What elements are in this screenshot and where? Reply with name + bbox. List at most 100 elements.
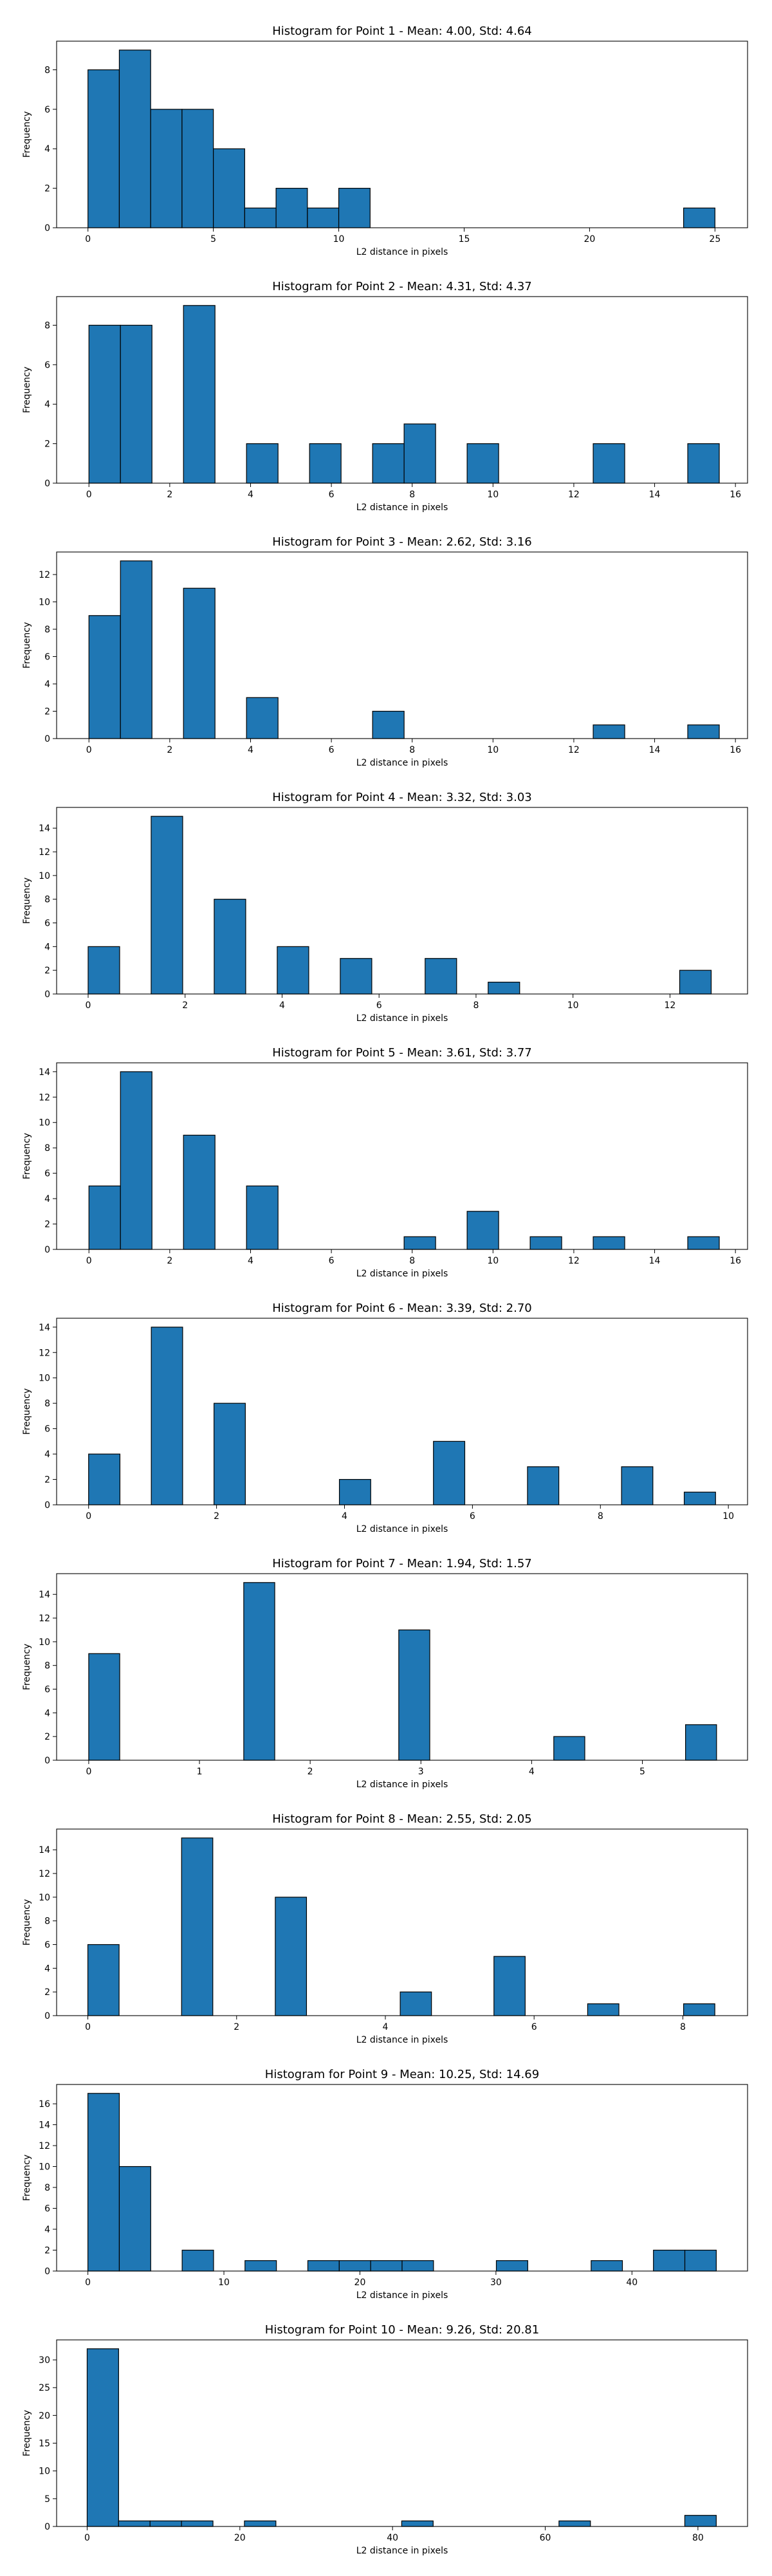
y-tick-label: 4: [44, 1194, 50, 1204]
histogram-bar: [495, 2260, 528, 2272]
y-axis-label: Frequency: [22, 1899, 32, 1946]
x-tick-label: 4: [248, 745, 253, 755]
histogram-bar: [433, 1440, 466, 1505]
histogram-bar: [87, 1944, 120, 2016]
x-tick-label: 4: [342, 1511, 347, 1522]
y-tick-label: 10: [39, 2467, 50, 2477]
histogram-bar: [687, 443, 720, 484]
x-tick-label: 2: [167, 745, 172, 755]
histogram-bar: [120, 324, 152, 484]
y-tick-label: 0: [44, 2267, 50, 2277]
y-tick-label: 2: [44, 2246, 50, 2256]
histogram-bar: [683, 1491, 716, 1505]
x-tick-label: 2: [167, 1256, 172, 1266]
chart-title: Histogram for Point 6 - Mean: 3.39, Std:…: [272, 1302, 532, 1315]
y-axis-label: Frequency: [22, 1644, 32, 1690]
histogram-bar: [403, 1236, 436, 1250]
y-tick-label: 2: [44, 1987, 50, 1998]
histogram-panel-2: Histogram for Point 2 - Mean: 4.31, Std:…: [22, 280, 748, 513]
y-tick-label: 14: [39, 1845, 50, 1855]
x-tick-label: 12: [664, 1000, 676, 1011]
x-tick-label: 15: [459, 234, 470, 244]
x-tick-label: 1: [197, 1767, 203, 1777]
chart-title: Histogram for Point 9 - Mean: 10.25, Std…: [265, 2068, 539, 2081]
y-tick-label: 10: [39, 871, 50, 881]
histogram-bar: [687, 724, 720, 739]
histogram-bar: [88, 1185, 121, 1250]
x-tick-label: 10: [487, 745, 499, 755]
chart-title: Histogram for Point 3 - Mean: 2.62, Std:…: [272, 535, 532, 549]
x-axis-label: L2 distance in pixels: [356, 502, 448, 513]
y-tick-label: 8: [44, 1917, 50, 1927]
chart-title: Histogram for Point 5 - Mean: 3.61, Std:…: [272, 1046, 532, 1060]
histogram-bar: [88, 324, 121, 484]
y-tick-label: 12: [39, 2141, 50, 2151]
x-axis-label: L2 distance in pixels: [356, 1013, 448, 1024]
histogram-bar: [120, 560, 152, 739]
x-tick-label: 20: [584, 234, 595, 244]
y-axis-label: Frequency: [22, 878, 32, 924]
y-tick-label: 8: [44, 1143, 50, 1154]
y-tick-label: 14: [39, 1590, 50, 1600]
histogram-bar: [150, 109, 183, 228]
y-tick-label: 4: [44, 144, 50, 154]
histogram-bar: [151, 1327, 183, 1505]
x-tick-label: 2: [234, 2022, 239, 2032]
histogram-bar: [338, 2260, 371, 2272]
x-axis-label: L2 distance in pixels: [356, 2290, 448, 2301]
histogram-bar: [558, 2520, 591, 2527]
y-tick-label: 16: [39, 2099, 50, 2110]
y-axis-label: Frequency: [22, 111, 32, 158]
histogram-bar: [338, 188, 371, 228]
y-tick-label: 20: [39, 2411, 50, 2421]
x-tick-label: 10: [487, 1256, 499, 1266]
chart-title: Histogram for Point 1 - Mean: 4.00, Std:…: [272, 24, 532, 38]
histogram-bar: [398, 1629, 430, 1761]
x-tick-label: 20: [354, 2277, 366, 2288]
y-tick-label: 8: [44, 1399, 50, 1409]
x-tick-label: 12: [568, 745, 580, 755]
histogram-bar: [553, 1736, 585, 1761]
y-tick-label: 12: [39, 1614, 50, 1624]
x-tick-label: 40: [626, 2277, 638, 2288]
histogram-bar: [213, 148, 245, 228]
x-tick-label: 2: [182, 1000, 188, 1011]
x-tick-label: 8: [409, 1256, 415, 1266]
x-tick-label: 8: [409, 745, 415, 755]
y-tick-label: 14: [39, 1067, 50, 1078]
x-tick-label: 3: [418, 1767, 424, 1777]
y-tick-label: 0: [44, 479, 50, 489]
x-tick-label: 14: [649, 745, 661, 755]
x-tick-label: 40: [387, 2533, 398, 2543]
x-tick-label: 25: [709, 234, 721, 244]
x-tick-label: 4: [383, 2022, 389, 2032]
histogram-bar: [403, 423, 436, 484]
x-tick-label: 14: [649, 490, 661, 500]
y-tick-label: 2: [44, 1220, 50, 1230]
x-tick-label: 10: [218, 2277, 230, 2288]
y-tick-label: 6: [44, 652, 50, 663]
y-tick-label: 8: [44, 625, 50, 635]
x-tick-label: 6: [329, 490, 335, 500]
y-tick-label: 14: [39, 823, 50, 834]
plot-frame: [56, 807, 748, 995]
y-tick-label: 15: [39, 2439, 50, 2449]
y-tick-label: 8: [44, 2183, 50, 2193]
histogram-bar: [183, 305, 216, 484]
chart-title: Histogram for Point 4 - Mean: 3.32, Std:…: [272, 791, 532, 804]
y-tick-label: 0: [44, 989, 50, 1000]
histogram-bar: [149, 2520, 182, 2527]
histogram-bar: [307, 2260, 340, 2272]
y-tick-label: 30: [39, 2355, 50, 2366]
x-tick-label: 4: [529, 1767, 535, 1777]
histogram-bar: [88, 615, 121, 739]
y-tick-label: 2: [44, 184, 50, 194]
x-tick-label: 30: [490, 2277, 502, 2288]
histogram-bar: [593, 724, 625, 739]
y-tick-label: 14: [39, 1323, 50, 1333]
plot-frame: [56, 296, 748, 484]
x-tick-label: 80: [692, 2533, 704, 2543]
histogram-bar: [87, 69, 120, 228]
x-tick-label: 6: [329, 1256, 335, 1266]
histogram-bar: [214, 899, 246, 995]
